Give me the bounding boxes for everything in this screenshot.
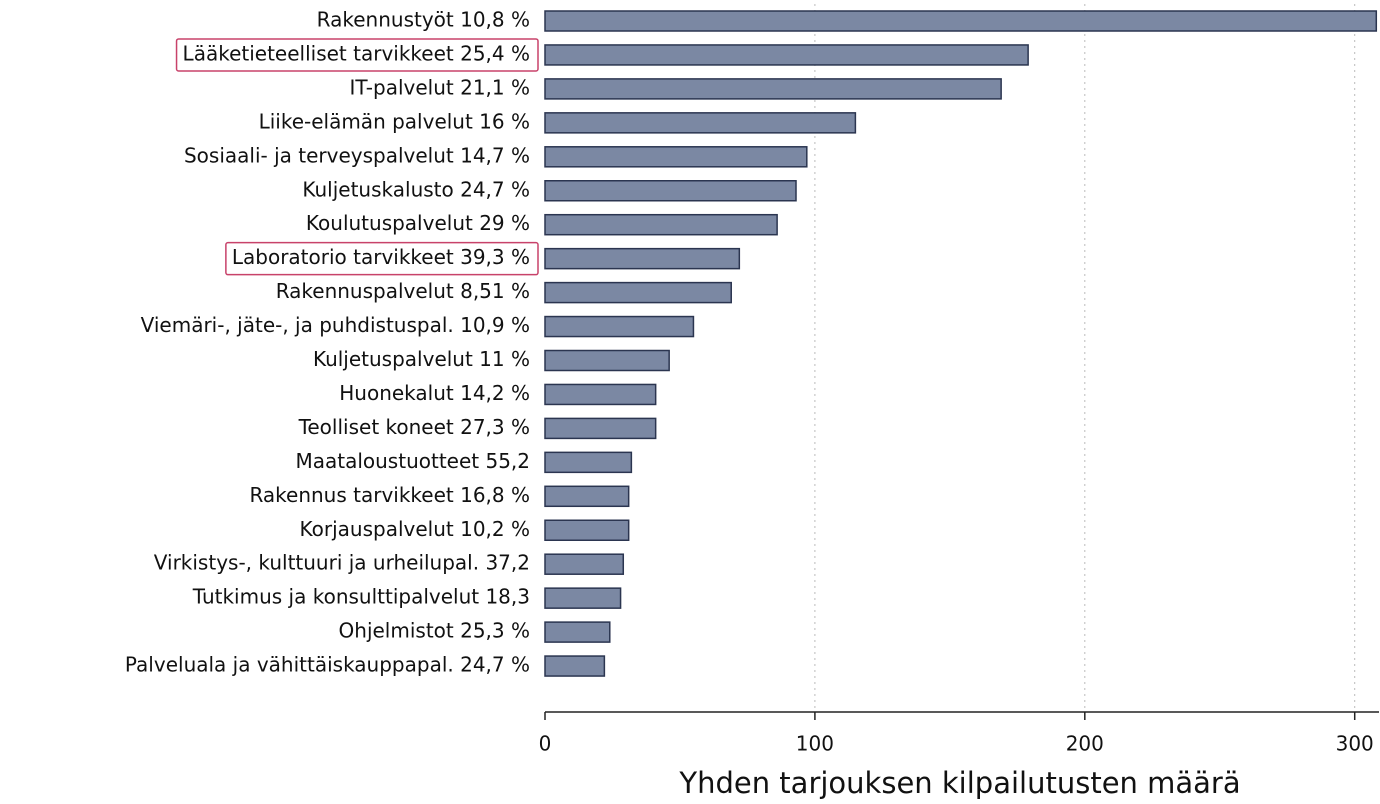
bar <box>544 112 857 134</box>
y-tick-label: Tutkimus ja konsulttipalvelut 18,3 <box>192 585 530 609</box>
bar <box>544 383 657 406</box>
y-tick-label: Kuljetuskalusto 24,7 % <box>302 177 530 201</box>
y-tick-label: Lääketieteelliset tarvikkeet 25,4 % <box>183 41 530 65</box>
bar <box>544 213 778 236</box>
x-tick-label: 300 <box>1336 732 1374 756</box>
bar <box>544 519 630 541</box>
y-tick-label: Koulutuspalvelut 29 % <box>306 211 530 235</box>
y-tick-label: Maataloustuotteet 55,2 <box>295 449 530 473</box>
bar <box>544 417 657 440</box>
y-tick-label: Teolliset koneet 27,3 % <box>298 415 530 439</box>
bar <box>544 621 611 643</box>
y-tick-label: Liike-elämän palvelut 16 % <box>259 109 530 133</box>
bar <box>544 44 1029 66</box>
bar <box>544 451 633 474</box>
highlight-box <box>225 241 539 276</box>
y-tick-label: Rakennuspalvelut 8,51 % <box>276 279 530 303</box>
y-tick-label: Korjauspalvelut 10,2 % <box>300 517 530 541</box>
bar <box>544 587 622 609</box>
y-tick-label: Kuljetuspalvelut 11 % <box>313 347 530 371</box>
y-tick-label: Virkistys-, kulttuuri ja urheilupal. 37,… <box>154 551 530 575</box>
bar <box>544 10 1378 32</box>
y-tick-label: Rakennus tarvikkeet 16,8 % <box>249 483 530 507</box>
y-tick-label: Laboratorio tarvikkeet 39,3 % <box>232 245 530 269</box>
bar <box>544 485 630 508</box>
y-tick-label: Rakennustyöt 10,8 % <box>317 8 530 32</box>
bar <box>544 247 741 270</box>
y-tick-label: IT-palvelut 21,1 % <box>350 75 530 99</box>
bar <box>544 349 670 372</box>
bar <box>544 180 797 202</box>
x-tick-label: 200 <box>1066 732 1104 756</box>
bar <box>544 281 732 304</box>
x-tick-label: 100 <box>796 732 834 756</box>
highlight-box <box>175 38 539 72</box>
x-axis-label: Yhden tarjouksen kilpailutusten määrä <box>678 766 1240 800</box>
bar <box>544 78 1002 100</box>
bar <box>544 146 808 168</box>
bar <box>544 553 625 575</box>
y-tick-label: Palveluala ja vähittäiskauppapal. 24,7 % <box>125 653 530 677</box>
x-tick-label: 0 <box>539 732 552 756</box>
y-tick-label: Viemäri-, jäte-, ja puhdistuspal. 10,9 % <box>141 313 530 337</box>
bar <box>544 655 606 677</box>
y-tick-label: Sosiaali- ja terveyspalvelut 14,7 % <box>184 143 530 167</box>
bar <box>544 315 695 338</box>
y-tick-label: Huonekalut 14,2 % <box>339 381 530 405</box>
y-tick-label: Ohjelmistot 25,3 % <box>339 619 530 643</box>
